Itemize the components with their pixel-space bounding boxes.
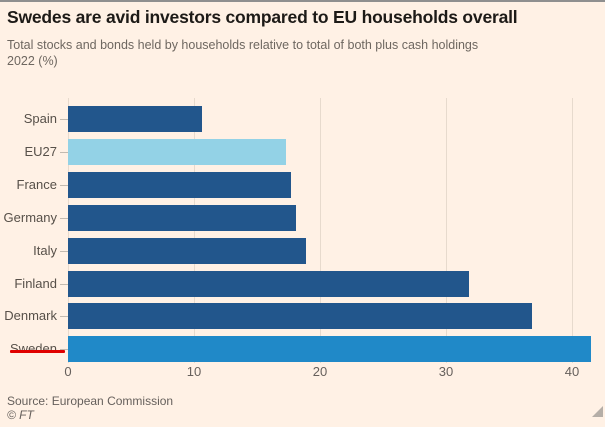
bar-italy <box>68 238 306 264</box>
bar-germany <box>68 205 296 231</box>
ft-copyright: © FT <box>7 408 34 422</box>
category-tick-mark <box>60 185 68 186</box>
category-label-sweden: Sweden <box>10 341 57 356</box>
category-tick-mark <box>60 284 68 285</box>
category-label-spain: Spain <box>23 111 57 126</box>
gridline-20 <box>319 98 321 363</box>
category-tick-mark <box>60 251 68 252</box>
x-axis-tick-label: 40 <box>564 364 580 379</box>
category-label-finland: Finland <box>14 276 57 291</box>
gridline-30 <box>445 98 447 363</box>
subtitle-line-2: 2022 (%) <box>7 54 58 68</box>
bar-eu27 <box>68 139 286 165</box>
x-axis-tick-label: 20 <box>312 364 328 379</box>
category-tick-mark <box>60 316 68 317</box>
page-title: Swedes are avid investors compared to EU… <box>7 7 518 27</box>
source-note: Source: European Commission <box>7 394 174 408</box>
x-axis-tick-label: 30 <box>438 364 454 379</box>
bar-spain <box>68 106 202 132</box>
category-label-germany: Germany <box>3 210 57 225</box>
bar-sweden <box>68 336 591 362</box>
category-label-eu27: EU27 <box>24 144 57 159</box>
x-axis-tick-label: 10 <box>186 364 202 379</box>
category-label-denmark: Denmark <box>4 308 57 323</box>
bar-finland <box>68 271 469 297</box>
category-label-france: France <box>16 177 57 192</box>
bar-france <box>68 172 291 198</box>
subtitle-line-1: Total stocks and bonds held by household… <box>7 38 479 52</box>
category-tick-mark <box>60 349 68 350</box>
sweden-underline-annotation <box>10 350 65 353</box>
x-axis-tick-label: 0 <box>64 364 72 379</box>
category-label-italy: Italy <box>33 243 57 258</box>
bar-denmark <box>68 303 532 329</box>
category-tick-mark <box>60 119 68 120</box>
resize-handle-icon[interactable] <box>592 406 603 417</box>
category-tick-mark <box>60 218 68 219</box>
chart-subtitle: Total stocks and bonds held by household… <box>7 37 478 69</box>
gridline-40 <box>571 98 573 363</box>
category-tick-mark <box>60 152 68 153</box>
